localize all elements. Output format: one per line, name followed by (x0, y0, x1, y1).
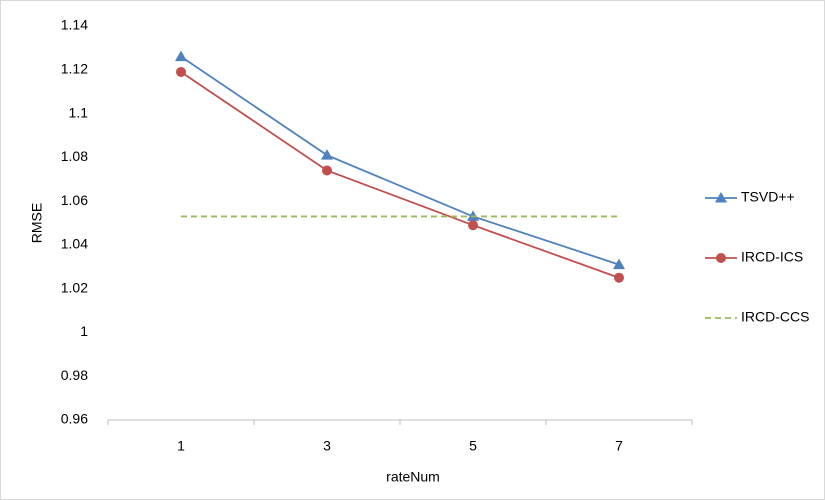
y-tick-label: 1.1 (69, 104, 89, 120)
data-point (614, 272, 624, 283)
data-point (321, 149, 333, 160)
data-point (322, 165, 332, 176)
x-tick-label: 1 (177, 438, 185, 454)
y-tick-label: 1.08 (61, 148, 88, 164)
y-axis-title: RMSE (29, 203, 45, 243)
y-tick-label: 1.14 (61, 17, 88, 33)
y-tick-label: 1.06 (61, 192, 88, 208)
data-point (175, 50, 187, 62)
y-tick-label: 0.96 (61, 411, 88, 427)
x-axis-title: rateNum (386, 469, 440, 485)
x-tick-label: 3 (323, 438, 331, 454)
series-line (180, 55, 620, 266)
data-point (468, 220, 478, 231)
series-line (180, 71, 620, 279)
legend-marker (715, 192, 727, 203)
y-tick-label: 1 (80, 323, 88, 339)
legend-label: IRCD-CCS (741, 309, 809, 325)
legend-label: TSVD++ (741, 189, 795, 205)
y-tick-label: 1.12 (61, 60, 88, 76)
legend-label: IRCD-ICS (741, 249, 803, 265)
y-tick-label: 1.04 (61, 236, 88, 252)
legend-marker (716, 253, 726, 263)
data-point (613, 258, 625, 270)
data-point (176, 66, 186, 77)
y-tick-label: 0.98 (61, 367, 88, 383)
x-tick-label: 5 (469, 438, 477, 454)
y-tick-label: 1.02 (61, 279, 88, 295)
x-tick-label: 7 (615, 438, 623, 454)
